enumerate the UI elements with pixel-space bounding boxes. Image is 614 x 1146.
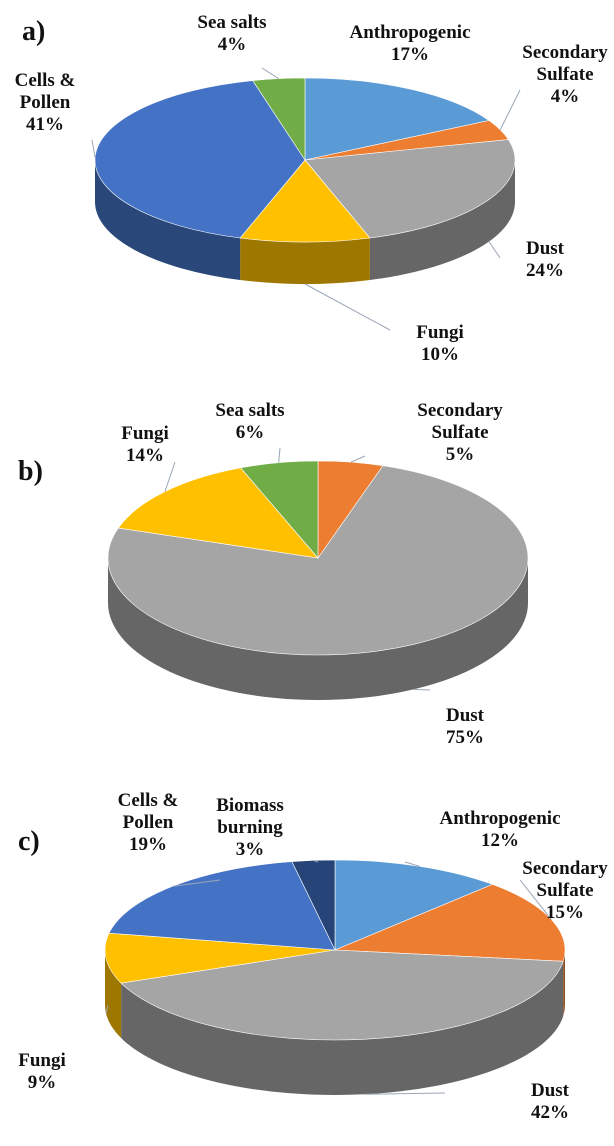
leader-line xyxy=(519,879,552,920)
data-label: Cells & Pollen 41% xyxy=(0,70,90,136)
leader-line xyxy=(488,241,501,259)
slice-side xyxy=(121,961,564,1095)
value-label: 10% xyxy=(421,344,459,365)
pie-slice xyxy=(107,465,529,656)
leader-line xyxy=(164,461,176,492)
data-label: Secondary Sulfate 4% xyxy=(515,42,614,108)
pie-slice xyxy=(291,859,336,951)
data-label: Secondary Sulfate 5% xyxy=(410,400,510,466)
panel-title-text: c) xyxy=(18,826,40,857)
value-label: 15% xyxy=(546,902,584,923)
slice-side xyxy=(108,558,528,700)
slice-side xyxy=(105,950,122,1039)
data-label: Biomass burning 3% xyxy=(205,795,295,861)
category-label: Dust xyxy=(445,705,484,726)
value-label: 6% xyxy=(235,422,265,443)
data-label: Fungi 14% xyxy=(105,423,185,467)
pie-slice xyxy=(108,861,336,951)
category-label: Dust xyxy=(530,1080,569,1101)
value-label: 17% xyxy=(391,44,429,65)
data-label: Secondary Sulfate 15% xyxy=(515,858,614,924)
category-label: Secondary Sulfate xyxy=(417,400,503,443)
category-label: Secondary Sulfate xyxy=(522,858,608,901)
leader-line xyxy=(363,1092,446,1095)
category-label: Sea salts xyxy=(215,400,285,421)
pie-slice xyxy=(120,949,564,1041)
category-label: Fungi xyxy=(121,423,169,444)
category-label: Secondary Sulfate xyxy=(522,42,608,85)
pie-slice xyxy=(240,460,319,559)
value-label: 3% xyxy=(235,839,265,860)
leader-line xyxy=(404,861,420,867)
value-label: 75% xyxy=(446,727,484,748)
leader-line xyxy=(91,139,96,158)
value-label: 19% xyxy=(129,834,167,855)
slice-side xyxy=(240,237,370,284)
leader-line xyxy=(499,89,521,131)
slice-side xyxy=(369,160,515,280)
leader-line xyxy=(313,859,319,863)
category-label: Anthropogenic xyxy=(349,22,471,43)
leader-line xyxy=(261,67,279,80)
pie-slice xyxy=(239,159,371,243)
data-label: Cells & Pollen 19% xyxy=(103,790,193,856)
value-label: 5% xyxy=(445,444,475,465)
pie-slice xyxy=(304,139,516,239)
pie-slice xyxy=(304,77,490,161)
value-label: 4% xyxy=(217,34,247,55)
value-label: 24% xyxy=(526,260,564,281)
panel-title: b) xyxy=(18,456,43,488)
value-label: 12% xyxy=(481,830,519,851)
category-label: Fungi xyxy=(416,322,464,343)
leader-line xyxy=(172,879,221,887)
panel-title: a) xyxy=(22,16,45,48)
data-label: Fungi 10% xyxy=(400,322,480,366)
slice-side xyxy=(95,160,241,280)
category-label: Sea salts xyxy=(197,12,267,33)
category-label: Fungi xyxy=(18,1050,66,1071)
leader-line xyxy=(105,1004,109,1014)
panel-title-text: b) xyxy=(18,456,43,487)
slice-side xyxy=(563,950,565,1017)
data-label: Dust 75% xyxy=(425,705,505,749)
category-label: Cells & Pollen xyxy=(117,790,179,833)
data-label: Sea salts 4% xyxy=(187,12,277,56)
leader-line xyxy=(350,455,366,463)
value-label: 14% xyxy=(126,445,164,466)
data-label: Dust 42% xyxy=(510,1080,590,1124)
value-label: 42% xyxy=(531,1102,569,1123)
leader-line xyxy=(413,688,431,691)
value-label: 9% xyxy=(27,1072,57,1093)
category-label: Cells & Pollen xyxy=(14,70,76,113)
data-label: Anthropogenic 12% xyxy=(425,808,575,852)
value-label: 4% xyxy=(550,86,580,107)
category-label: Anthropogenic xyxy=(439,808,561,829)
data-label: Dust 24% xyxy=(505,238,585,282)
pie-slice xyxy=(94,80,306,239)
panel-title: c) xyxy=(18,826,40,858)
data-label: Sea salts 6% xyxy=(205,400,295,444)
pie-slice xyxy=(334,859,494,951)
category-label: Dust xyxy=(525,238,564,259)
data-label: Fungi 9% xyxy=(2,1050,82,1094)
value-label: 41% xyxy=(26,114,64,135)
data-label: Anthropogenic 17% xyxy=(335,22,485,66)
panel-title-text: a) xyxy=(22,16,46,47)
pie-slice xyxy=(252,77,306,162)
leader-line xyxy=(304,283,391,331)
category-label: Biomass burning xyxy=(216,795,284,838)
leader-line xyxy=(278,447,281,463)
pie-slice xyxy=(104,932,336,984)
